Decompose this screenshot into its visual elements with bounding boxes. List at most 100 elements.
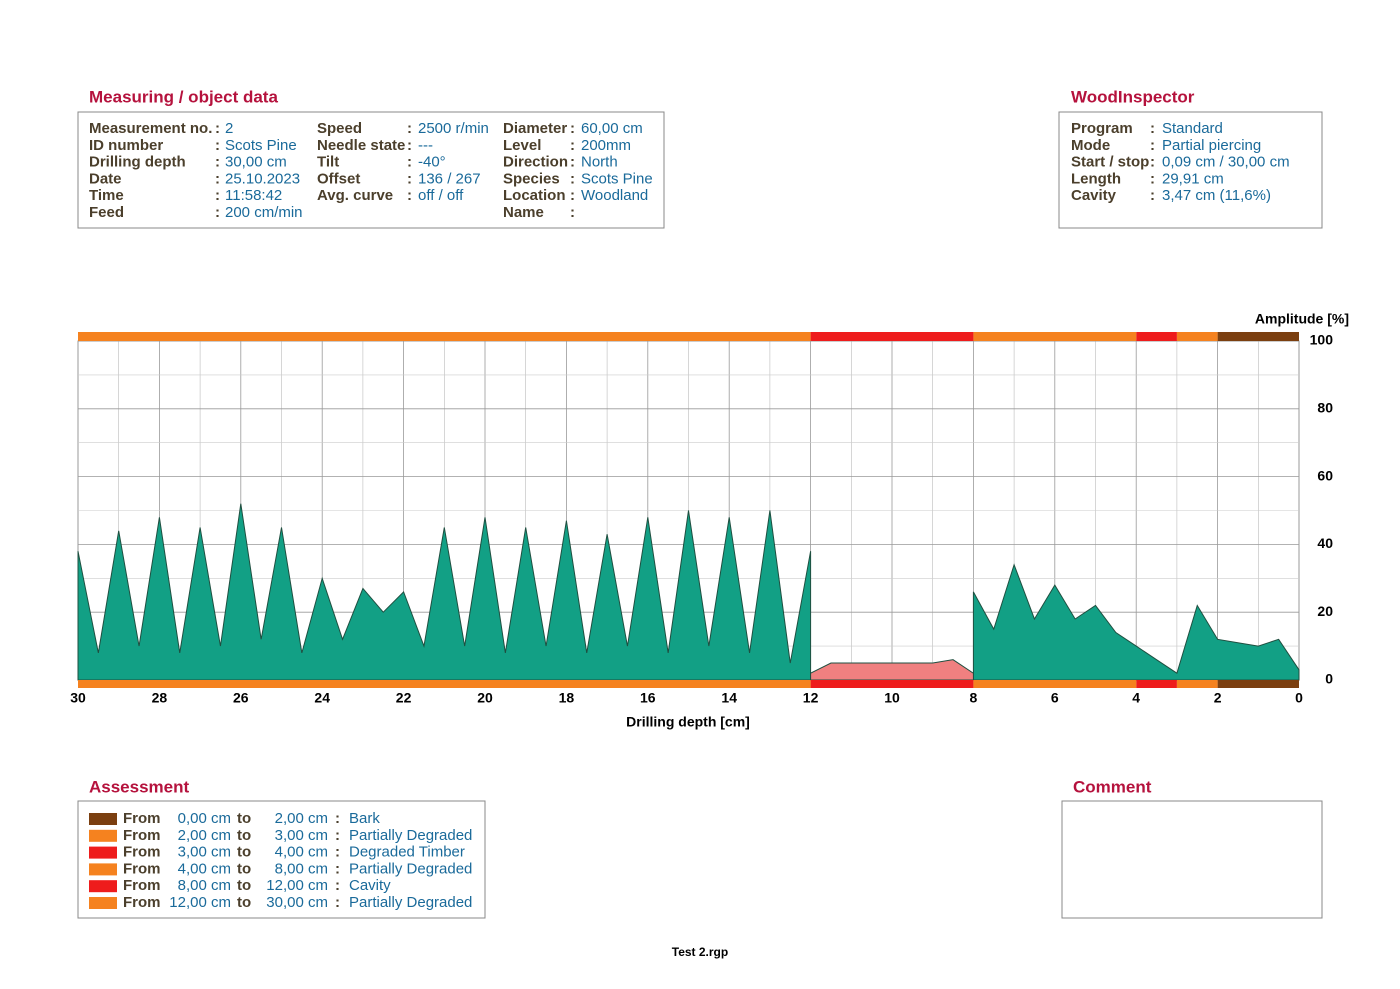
- field-value: Scots Pine: [225, 137, 297, 154]
- x-tick-label: 8: [970, 690, 978, 706]
- field-label: Program: [1071, 120, 1133, 137]
- measuring-box: [77, 111, 665, 229]
- field-value: 25.10.2023: [225, 170, 300, 187]
- assessment-box: [77, 800, 486, 919]
- y-tick-label: 0: [1325, 671, 1333, 687]
- comment-box: [1061, 800, 1323, 919]
- separator: :: [1150, 187, 1155, 204]
- to-word: to: [237, 827, 251, 844]
- field-value: 11:58:42: [225, 187, 282, 204]
- y-axis-label: Amplitude [%]: [1255, 311, 1349, 327]
- separator: :: [570, 120, 575, 137]
- to-value: 2,00 cm: [275, 810, 328, 827]
- x-tick-label: 6: [1051, 690, 1059, 706]
- band-top: [78, 332, 811, 341]
- legend-swatch: [89, 880, 117, 893]
- field-value: Woodland: [581, 187, 648, 204]
- separator: :: [1150, 120, 1155, 137]
- field-value: 30,00 cm: [225, 154, 287, 171]
- from-value: 8,00 cm: [178, 877, 231, 894]
- from-value: 4,00 cm: [178, 860, 231, 877]
- assessment-text: Partially Degraded: [349, 894, 472, 911]
- x-tick-label: 0: [1295, 690, 1303, 706]
- assessment-text: Bark: [349, 810, 380, 827]
- legend-swatch: [89, 829, 117, 842]
- inspector-box: [1058, 111, 1323, 229]
- field-value: North: [581, 154, 618, 171]
- field-value: 200 cm/min: [225, 204, 303, 221]
- field-label: Measurement no.: [89, 120, 212, 137]
- band-top: [810, 332, 974, 341]
- separator: :: [335, 810, 340, 827]
- x-tick-label: 26: [233, 690, 249, 706]
- separator: :: [335, 827, 340, 844]
- field-label: Name: [503, 204, 544, 221]
- to-word: to: [237, 810, 251, 827]
- field-value: 29,91 cm: [1162, 170, 1224, 187]
- separator: :: [1150, 170, 1155, 187]
- section-title: Comment: [1073, 777, 1152, 796]
- separator: :: [335, 877, 340, 894]
- to-word: to: [237, 844, 251, 861]
- separator: :: [215, 120, 220, 137]
- separator: :: [335, 860, 340, 877]
- field-label: Direction: [503, 154, 568, 171]
- field-label: ID number: [89, 137, 163, 154]
- field-label: Start / stop: [1071, 154, 1149, 171]
- legend-swatch: [89, 897, 117, 909]
- field-value: 2: [225, 120, 233, 137]
- from-value: 12,00 cm: [169, 894, 231, 911]
- section-title: Measuring / object data: [89, 87, 278, 106]
- field-label: Level: [503, 137, 541, 154]
- separator: :: [335, 844, 340, 861]
- band-bottom: [1176, 680, 1218, 688]
- field-label: Diameter: [503, 120, 567, 137]
- band-bottom: [810, 680, 974, 688]
- band-top: [973, 332, 1137, 341]
- x-tick-label: 22: [396, 690, 412, 706]
- field-value: Scots Pine: [581, 170, 653, 187]
- assessment-text: Degraded Timber: [349, 844, 465, 861]
- x-tick-label: 24: [314, 690, 330, 706]
- to-value: 12,00 cm: [266, 877, 328, 894]
- to-value: 8,00 cm: [275, 860, 328, 877]
- from-value: 0,00 cm: [178, 810, 231, 827]
- from-word: From: [123, 894, 161, 911]
- field-label: Drilling depth: [89, 154, 186, 171]
- field-value: -40°: [418, 154, 446, 171]
- separator: :: [215, 170, 220, 187]
- separator: :: [570, 154, 575, 171]
- from-word: From: [123, 860, 161, 877]
- x-tick-label: 14: [721, 690, 737, 706]
- legend-swatch: [89, 846, 117, 859]
- separator: :: [1150, 137, 1155, 154]
- legend-swatch: [89, 863, 117, 876]
- field-value: Partial piercing: [1162, 137, 1261, 154]
- x-tick-label: 2: [1214, 690, 1222, 706]
- separator: :: [570, 187, 575, 204]
- field-value: off / off: [418, 187, 464, 204]
- from-word: From: [123, 827, 161, 844]
- field-label: Tilt: [317, 154, 339, 171]
- field-label: Date: [89, 170, 122, 187]
- band-top: [1136, 332, 1177, 341]
- y-tick-label: 20: [1317, 603, 1333, 619]
- field-value: 200mm: [581, 137, 631, 154]
- separator: :: [215, 137, 220, 154]
- footer: Test 2.rgp: [672, 945, 728, 959]
- band-top: [1217, 332, 1299, 341]
- band-bottom: [973, 680, 1137, 688]
- band-top: [1176, 332, 1218, 341]
- x-tick-label: 18: [559, 690, 575, 706]
- x-tick-label: 28: [152, 690, 168, 706]
- x-tick-label: 4: [1132, 690, 1140, 706]
- separator: :: [407, 137, 412, 154]
- field-value: 136 / 267: [418, 170, 481, 187]
- amplitude-area: [77, 503, 812, 681]
- band-bottom: [78, 680, 811, 688]
- field-value: 60,00 cm: [581, 120, 643, 137]
- from-value: 2,00 cm: [178, 827, 231, 844]
- x-tick-label: 12: [803, 690, 819, 706]
- x-axis-label: Drilling depth [cm]: [626, 714, 750, 730]
